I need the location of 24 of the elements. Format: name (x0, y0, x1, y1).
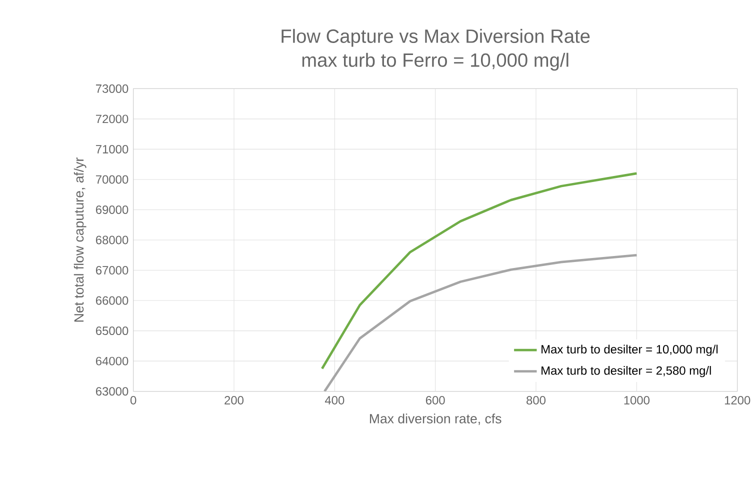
x-tick-label: 200 (224, 396, 244, 404)
y-tick-label: 65000 (96, 326, 128, 336)
y-tick-label: 70000 (96, 175, 128, 184)
x-axis-title: Max diversion rate, cfs (370, 414, 502, 425)
x-tick-label: 1000 (624, 396, 650, 404)
x-tick-label: 600 (426, 396, 445, 404)
y-tick-label: 72000 (96, 114, 128, 124)
y-tick-label: 69000 (96, 205, 128, 214)
legend-label: Max turb to desilter = 2,580 mg/l (542, 366, 711, 378)
chart-title: Flow Capture vs Max Diversion Rate (282, 28, 590, 47)
y-tick-label: 66000 (96, 296, 128, 305)
x-tick-label: 1200 (724, 396, 750, 404)
y-tick-label: 63000 (96, 387, 128, 396)
y-tick-label: 71000 (96, 144, 128, 154)
y-tick-label: 68000 (96, 236, 128, 244)
x-tick-label: 800 (526, 396, 546, 404)
x-tick-label: 400 (324, 396, 344, 404)
y-tick-label: 64000 (96, 356, 128, 366)
y-axis-title: Net total flow caputure, af/yr (74, 158, 86, 322)
x-tick-label: 0 (130, 396, 136, 404)
y-tick-label: 73000 (96, 84, 128, 93)
legend-label: Max turb to desilter = 10,000 mg/l (542, 344, 718, 356)
y-tick-label: 67000 (96, 266, 128, 275)
chart-subtitle: max turb to Ferro = 10,000 mg/l (302, 52, 568, 71)
